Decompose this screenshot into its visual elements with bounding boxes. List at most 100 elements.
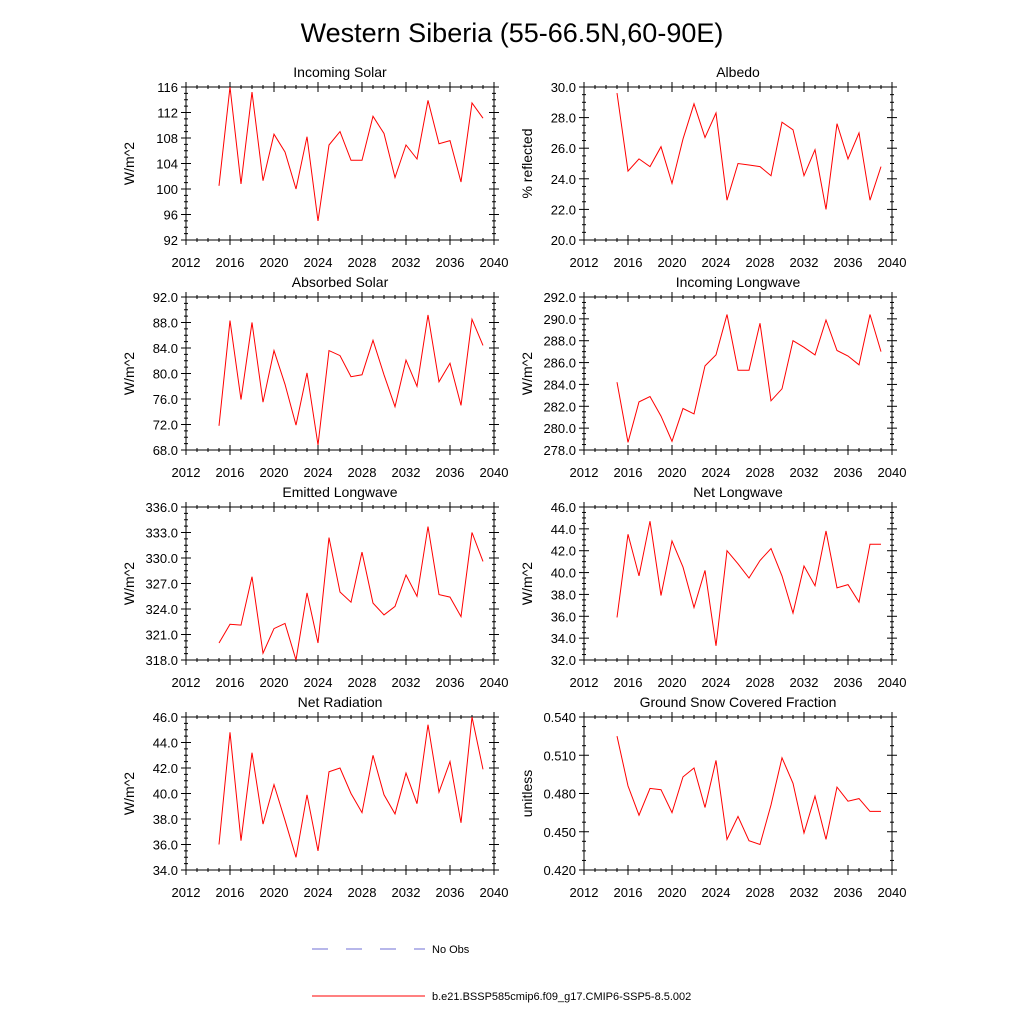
x-tick-label: 2028 xyxy=(746,885,775,900)
x-tick-label: 2040 xyxy=(480,675,509,690)
y-tick-label: 24.0 xyxy=(551,172,576,187)
y-tick-label: 100 xyxy=(156,182,178,197)
x-tick-label: 2024 xyxy=(702,885,731,900)
y-tick-label: 42.0 xyxy=(153,761,178,776)
x-tick-label: 2016 xyxy=(614,465,643,480)
y-tick-label: 38.0 xyxy=(551,587,576,602)
x-tick-label: 2012 xyxy=(570,465,599,480)
x-tick-label: 2040 xyxy=(878,465,907,480)
chart-panel: Incoming Solar W/m^2 2012 2016 2020 2024 2028 2… xyxy=(121,64,508,270)
x-tick-label: 2024 xyxy=(304,255,333,270)
x-tick-label: 2024 xyxy=(702,465,731,480)
y-tick-label: 32.0 xyxy=(551,653,576,668)
plot-frame xyxy=(185,506,495,661)
y-tick-label: 44.0 xyxy=(551,522,576,537)
y-tick-label: 0.510 xyxy=(543,748,576,763)
y-tick-label: 40.0 xyxy=(153,787,178,802)
series-line xyxy=(218,86,484,221)
chart-panel: Ground Snow Covered Fraction unitless 2012… xyxy=(519,694,906,900)
y-tick-label: 278.0 xyxy=(543,443,576,458)
x-tick-label: 2032 xyxy=(392,255,421,270)
series-line xyxy=(616,314,882,443)
y-tick-label: 284.0 xyxy=(543,377,576,392)
x-tick-label: 2016 xyxy=(614,255,643,270)
x-tick-label: 2024 xyxy=(304,675,333,690)
x-tick-label: 2028 xyxy=(746,675,775,690)
y-tick-label: 46.0 xyxy=(153,710,178,725)
y-tick-label: 72.0 xyxy=(153,418,178,433)
y-axis-label: unitless xyxy=(519,770,535,817)
figure-title: Western Siberia (55-66.5N,60-90E) xyxy=(301,18,724,48)
y-tick-label: 0.540 xyxy=(543,710,576,725)
y-tick-label: 36.0 xyxy=(153,838,178,853)
x-tick-label: 2032 xyxy=(392,675,421,690)
series-line xyxy=(616,521,881,646)
x-tick-label: 2028 xyxy=(746,255,775,270)
x-tick-label: 2032 xyxy=(790,465,819,480)
chart-panel: Net Radiation W/m^2 2012 2016 2020 2024 2028 20… xyxy=(121,694,508,900)
x-tick-label: 2020 xyxy=(658,255,687,270)
panel-title: Net Radiation xyxy=(298,694,383,710)
x-tick-label: 2036 xyxy=(834,465,863,480)
y-tick-label: 330.0 xyxy=(145,551,178,566)
plot-frame xyxy=(583,716,893,871)
x-tick-label: 2024 xyxy=(304,465,333,480)
series-line xyxy=(616,735,881,846)
y-tick-label: 34.0 xyxy=(153,863,178,878)
x-tick-label: 2028 xyxy=(348,675,377,690)
y-tick-label: 292.0 xyxy=(543,290,576,305)
x-tick-label: 2032 xyxy=(790,675,819,690)
panel-title: Incoming Longwave xyxy=(676,274,801,290)
x-tick-label: 2024 xyxy=(304,885,333,900)
x-tick-label: 2040 xyxy=(480,885,509,900)
chart-panel: Absorbed Solar W/m^2 2012 2016 2020 2024 2028 2… xyxy=(121,274,508,480)
series-line xyxy=(616,93,882,210)
y-tick-label: 36.0 xyxy=(551,609,576,624)
plot-frame xyxy=(583,506,893,661)
y-tick-label: 336.0 xyxy=(145,500,178,515)
panels: Incoming Solar W/m^2 2012 2016 2020 2024 2028 2… xyxy=(121,64,906,900)
panel-title: Ground Snow Covered Fraction xyxy=(640,694,837,710)
x-tick-label: 2040 xyxy=(480,255,509,270)
x-tick-label: 2036 xyxy=(834,255,863,270)
plot-frame xyxy=(185,716,495,871)
y-tick-label: 0.420 xyxy=(543,863,576,878)
y-axis-label: W/m^2 xyxy=(121,142,137,185)
y-tick-label: 84.0 xyxy=(153,341,178,356)
x-tick-label: 2040 xyxy=(480,465,509,480)
x-tick-label: 2020 xyxy=(260,675,289,690)
y-axis-label: W/m^2 xyxy=(121,352,137,395)
x-tick-label: 2012 xyxy=(172,255,201,270)
legend: No Obs b.e21.BSSP585cmip6.f09_g17.CMIP6-… xyxy=(312,944,691,1003)
y-tick-label: 280.0 xyxy=(543,421,576,436)
chart-panel: Incoming Longwave W/m^2 2012 2016 2020 2024 20… xyxy=(519,274,906,480)
y-axis-label: W/m^2 xyxy=(121,562,137,605)
y-tick-label: 116 xyxy=(157,80,178,95)
y-tick-label: 38.0 xyxy=(153,812,178,827)
y-tick-label: 26.0 xyxy=(551,141,576,156)
y-tick-label: 112 xyxy=(157,106,178,121)
x-tick-label: 2012 xyxy=(570,255,599,270)
legend-obs-label: No Obs xyxy=(432,944,470,956)
y-tick-label: 30.0 xyxy=(551,80,576,95)
x-tick-label: 2016 xyxy=(216,675,245,690)
y-tick-label: 22.0 xyxy=(551,202,576,217)
y-tick-label: 46.0 xyxy=(551,500,576,515)
y-tick-label: 327.0 xyxy=(145,577,178,592)
x-tick-label: 2020 xyxy=(260,885,289,900)
x-tick-label: 2032 xyxy=(392,465,421,480)
panel-title: Incoming Solar xyxy=(293,64,387,80)
x-tick-label: 2016 xyxy=(216,255,245,270)
y-tick-label: 290.0 xyxy=(543,312,576,327)
x-tick-label: 2012 xyxy=(570,675,599,690)
y-tick-label: 96 xyxy=(164,208,178,223)
x-tick-label: 2016 xyxy=(614,885,643,900)
panel-title: Absorbed Solar xyxy=(292,274,389,290)
x-tick-label: 2028 xyxy=(348,885,377,900)
x-tick-label: 2036 xyxy=(436,255,465,270)
x-tick-label: 2020 xyxy=(658,675,687,690)
y-axis-label: W/m^2 xyxy=(121,772,137,815)
x-tick-label: 2028 xyxy=(348,465,377,480)
plot-frame xyxy=(185,296,495,451)
